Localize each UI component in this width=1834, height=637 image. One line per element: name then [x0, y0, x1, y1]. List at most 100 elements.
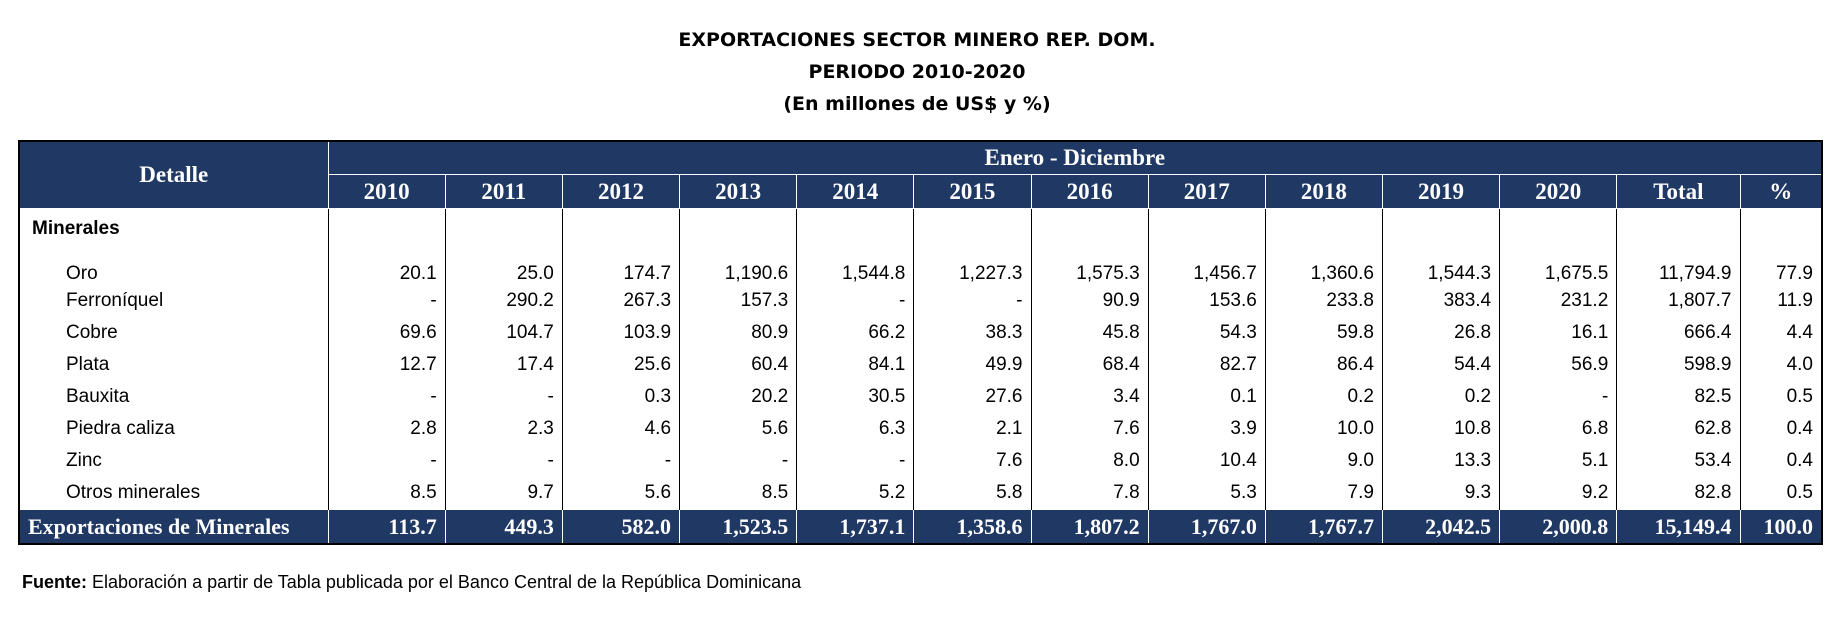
table-cell: 20.2: [679, 381, 798, 413]
table-cell: 11.9: [1739, 285, 1823, 317]
table-cell: 7.9: [1264, 477, 1383, 510]
table-cell: 267.3: [561, 285, 681, 317]
section-label: Minerales: [17, 208, 329, 249]
table-row: Bauxita - -0.3 20.2 30.5 27.6 3.4 0.1 0.2 0.2-82.…: [17, 381, 1823, 413]
table-row: Cobre 69.6 104.7 103.9 80.9 66.2 38.3 45.8 54.3 5…: [17, 317, 1823, 349]
table-cell: 1,227.3: [913, 249, 1032, 285]
table-cell: 1,544.8: [796, 249, 915, 285]
table-cell: 27.6: [913, 381, 1032, 413]
table-cell: 13.3: [1381, 445, 1501, 477]
row-label: Zinc: [17, 445, 329, 477]
table-cell: 5.3: [1147, 477, 1266, 510]
row-label: Otros minerales: [17, 477, 329, 510]
table-cell: 69.6: [327, 317, 446, 349]
column-header: 2014: [796, 174, 915, 209]
table-cell: 54.4: [1381, 349, 1501, 381]
table-cell: 1,190.6: [679, 249, 798, 285]
table-cell: 30.5: [796, 381, 915, 413]
table-cell: 82.7: [1147, 349, 1266, 381]
row-label: Bauxita: [17, 381, 329, 413]
table-cell: -: [561, 445, 681, 477]
table-cell: 9.2: [1499, 477, 1618, 510]
section-row: Minerales: [17, 208, 1823, 249]
source-label: Fuente:: [22, 572, 87, 592]
table-cell: 0.5: [1739, 381, 1823, 413]
table-cell: 7.8: [1030, 477, 1149, 510]
table-body: Minerales Oro 20.1 25.0 174.7 1,190.6 1,544.8…: [17, 208, 1823, 510]
table-row: Piedra caliza 2.8 2.3 4.6 5.6 6.3 2.1 7.6 3.9 10.…: [17, 413, 1823, 445]
table-cell: -: [444, 445, 563, 477]
table-cell: 6.3: [796, 413, 915, 445]
table-cell: 84.1: [796, 349, 915, 381]
table-cell: -: [327, 381, 446, 413]
table-cell: -: [913, 285, 1032, 317]
detalle-header: Detalle: [17, 140, 329, 209]
table-row: Oro 20.1 25.0 174.7 1,190.6 1,544.8 1,227.3 1,5…: [17, 249, 1823, 285]
table-cell: -: [679, 445, 798, 477]
table-cell: 103.9: [561, 317, 681, 349]
title-line-1: EXPORTACIONES SECTOR MINERO REP. DOM.: [678, 29, 1156, 51]
table-cell: 82.8: [1616, 477, 1741, 510]
table-row: Otros minerales 8.5 9.7 5.6 8.5 5.2 5.8 7.8 5.3 7…: [17, 477, 1823, 510]
table-cell: 10.4: [1147, 445, 1266, 477]
table-cell: 6.8: [1499, 413, 1618, 445]
total-cell: 113.7: [327, 509, 446, 545]
table-cell: 1,544.3: [1381, 249, 1501, 285]
table-cell: -: [1499, 381, 1618, 413]
row-label: Cobre: [17, 317, 329, 349]
table-cell: 4.0: [1739, 349, 1823, 381]
table-cell: 90.9: [1030, 285, 1149, 317]
row-label: Ferroníquel: [17, 285, 329, 317]
table-cell: 666.4: [1616, 317, 1741, 349]
column-header: 2015: [913, 174, 1032, 209]
column-header: 2018: [1264, 174, 1383, 209]
total-cell: 15,149.4: [1616, 509, 1741, 545]
table-cell: 233.8: [1264, 285, 1383, 317]
table-cell: 8.5: [679, 477, 798, 510]
table-cell: 104.7: [444, 317, 563, 349]
total-cell: 1,358.6: [913, 509, 1032, 545]
column-header: 2016: [1030, 174, 1149, 209]
table-cell: 26.8: [1381, 317, 1501, 349]
table-cell: -: [327, 445, 446, 477]
table-cell: 1,675.5: [1499, 249, 1618, 285]
column-header-row: 2010 2011 2012 2013 2014 2015 2016 2017 2018 2019…: [19, 174, 1823, 209]
table-cell: -: [327, 285, 446, 317]
table-cell: 10.0: [1264, 413, 1383, 445]
table-cell: 1,456.7: [1147, 249, 1266, 285]
table-cell: 25.0: [444, 249, 563, 285]
table-cell: 82.5: [1616, 381, 1741, 413]
table-cell: 5.8: [913, 477, 1032, 510]
table-cell: 1,575.3: [1030, 249, 1149, 285]
table-cell: 1,807.7: [1616, 285, 1741, 317]
table-cell: -: [796, 445, 915, 477]
table-cell: 2.8: [327, 413, 446, 445]
title-line-2: PERIODO 2010-2020: [808, 61, 1026, 83]
table-cell: 0.2: [1264, 381, 1383, 413]
table-cell: 60.4: [679, 349, 798, 381]
column-header: Total: [1616, 174, 1741, 209]
table-cell: 157.3: [679, 285, 798, 317]
table-cell: 11,794.9: [1616, 249, 1741, 285]
table-cell: 0.4: [1739, 413, 1823, 445]
total-label: Exportaciones de Minerales: [17, 509, 329, 545]
row-label: Oro: [17, 249, 329, 285]
table-cell: 3.4: [1030, 381, 1149, 413]
column-header: 2011: [444, 174, 563, 209]
table-cell: 9.0: [1264, 445, 1383, 477]
total-cell: 1,767.0: [1147, 509, 1266, 545]
table-cell: 10.8: [1381, 413, 1501, 445]
table-cell: 56.9: [1499, 349, 1618, 381]
table-cell: -: [444, 381, 563, 413]
table-cell: 16.1: [1499, 317, 1618, 349]
table-cell: 49.9: [913, 349, 1032, 381]
table-cell: 0.4: [1739, 445, 1823, 477]
total-cell: 2,000.8: [1499, 509, 1618, 545]
total-cell: 449.3: [444, 509, 563, 545]
table-cell: 54.3: [1147, 317, 1266, 349]
title-line-3: (En millones de US$ y %): [783, 93, 1051, 115]
table-cell: 8.5: [327, 477, 446, 510]
title-block: EXPORTACIONES SECTOR MINERO REP. DOM. PE…: [0, 24, 1834, 120]
table-cell: 383.4: [1381, 285, 1501, 317]
column-header: 2013: [679, 174, 798, 209]
